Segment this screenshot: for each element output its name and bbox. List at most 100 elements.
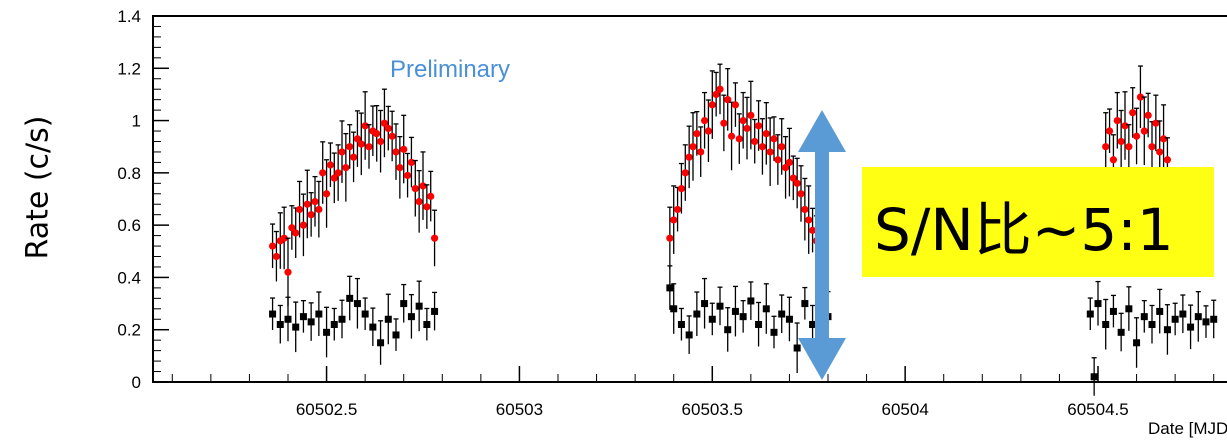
background-point xyxy=(346,294,354,302)
background-point xyxy=(677,320,685,328)
source-point xyxy=(1102,143,1110,151)
x-axis: 60502.5 60503 60503.5 60504 60504.5 xyxy=(171,366,1215,419)
source-point xyxy=(430,234,439,242)
source-point xyxy=(1156,148,1164,156)
source-point xyxy=(1136,93,1145,101)
source-point xyxy=(319,169,327,177)
background-point xyxy=(1094,300,1102,308)
x-tick-label: 60504.5 xyxy=(1067,400,1128,419)
background-point xyxy=(1179,310,1187,318)
source-point xyxy=(403,171,412,180)
background-point xyxy=(778,310,786,318)
background-point xyxy=(785,315,793,323)
source-point xyxy=(361,122,369,130)
y-tick-label: 0.2 xyxy=(117,321,141,340)
background-point xyxy=(770,328,778,336)
source-point xyxy=(1163,156,1172,164)
source-point xyxy=(353,135,362,143)
background-point xyxy=(1202,318,1210,326)
source-point xyxy=(388,132,396,140)
background-point xyxy=(423,320,431,328)
background-point xyxy=(1086,310,1094,318)
source-point xyxy=(735,135,743,143)
background-point xyxy=(755,320,763,328)
preliminary-label: Preliminary xyxy=(390,56,511,83)
source-point xyxy=(272,252,281,261)
source-point xyxy=(685,153,693,161)
double-arrow-icon xyxy=(798,110,846,380)
background-point xyxy=(701,300,709,308)
background-point xyxy=(1090,373,1098,381)
source-point xyxy=(334,169,342,177)
source-point xyxy=(411,184,419,193)
background-point xyxy=(323,328,331,336)
background-point xyxy=(1187,323,1195,331)
source-point xyxy=(1159,135,1168,143)
background-point xyxy=(315,310,323,318)
source-point xyxy=(766,148,774,156)
background-point xyxy=(276,320,284,328)
source-point xyxy=(349,153,358,161)
source-point xyxy=(716,85,724,93)
background-point xyxy=(1194,313,1202,321)
background-point xyxy=(793,344,801,352)
x-tick-label: 60502.5 xyxy=(296,400,357,419)
source-point xyxy=(415,198,423,206)
source-point xyxy=(338,148,346,156)
source-point xyxy=(284,268,292,276)
background-point xyxy=(330,320,338,328)
source-point xyxy=(396,164,404,172)
background-point xyxy=(666,284,674,292)
background-point xyxy=(724,326,732,334)
source-point xyxy=(754,122,763,130)
background-point xyxy=(1148,320,1156,328)
source-point xyxy=(322,190,331,198)
source-point xyxy=(743,124,751,133)
source-point xyxy=(380,119,389,127)
background-point xyxy=(1133,339,1141,347)
source-point xyxy=(789,174,797,182)
background-point xyxy=(1171,315,1179,323)
x-tick-label: 60503 xyxy=(496,400,543,419)
source-point xyxy=(376,137,385,146)
background-point xyxy=(353,300,361,308)
source-point xyxy=(1113,116,1121,125)
source-point xyxy=(758,143,767,151)
source-point xyxy=(315,205,323,214)
source-point xyxy=(670,216,678,224)
y-axis-title: Rate (c/s) xyxy=(8,90,68,290)
source-point xyxy=(797,190,805,198)
source-point xyxy=(689,143,697,151)
source-point xyxy=(288,224,296,232)
source-point xyxy=(681,169,689,177)
background-point xyxy=(739,313,747,321)
y-tick-label: 0.6 xyxy=(117,216,141,235)
background-point xyxy=(369,323,377,331)
source-point xyxy=(280,234,288,242)
source-point xyxy=(1121,122,1129,130)
source-point xyxy=(808,226,817,234)
background-point xyxy=(670,305,678,313)
background-point xyxy=(801,300,809,308)
source-point xyxy=(677,184,686,193)
source-point xyxy=(762,130,770,138)
source-point xyxy=(303,200,311,208)
source-point xyxy=(1132,132,1141,140)
background-point xyxy=(1125,305,1133,313)
source-point xyxy=(801,205,809,214)
background-point xyxy=(685,331,693,339)
source-point xyxy=(724,96,732,104)
y-axis: 0 0.2 0.4 0.6 0.8 1 1.2 1.4 xyxy=(117,7,169,392)
source-point xyxy=(311,198,319,206)
background-point xyxy=(1117,328,1125,336)
background-point xyxy=(1140,313,1148,321)
source-point xyxy=(330,174,338,182)
background-point xyxy=(747,297,755,305)
y-tick-label: 1.4 xyxy=(117,7,141,26)
background-rate-series xyxy=(269,265,1218,396)
source-point xyxy=(1148,143,1156,151)
background-point xyxy=(284,315,292,323)
source-point xyxy=(673,205,682,214)
x-axis-label: Date [MJD xyxy=(1148,419,1227,438)
source-point xyxy=(384,124,392,133)
